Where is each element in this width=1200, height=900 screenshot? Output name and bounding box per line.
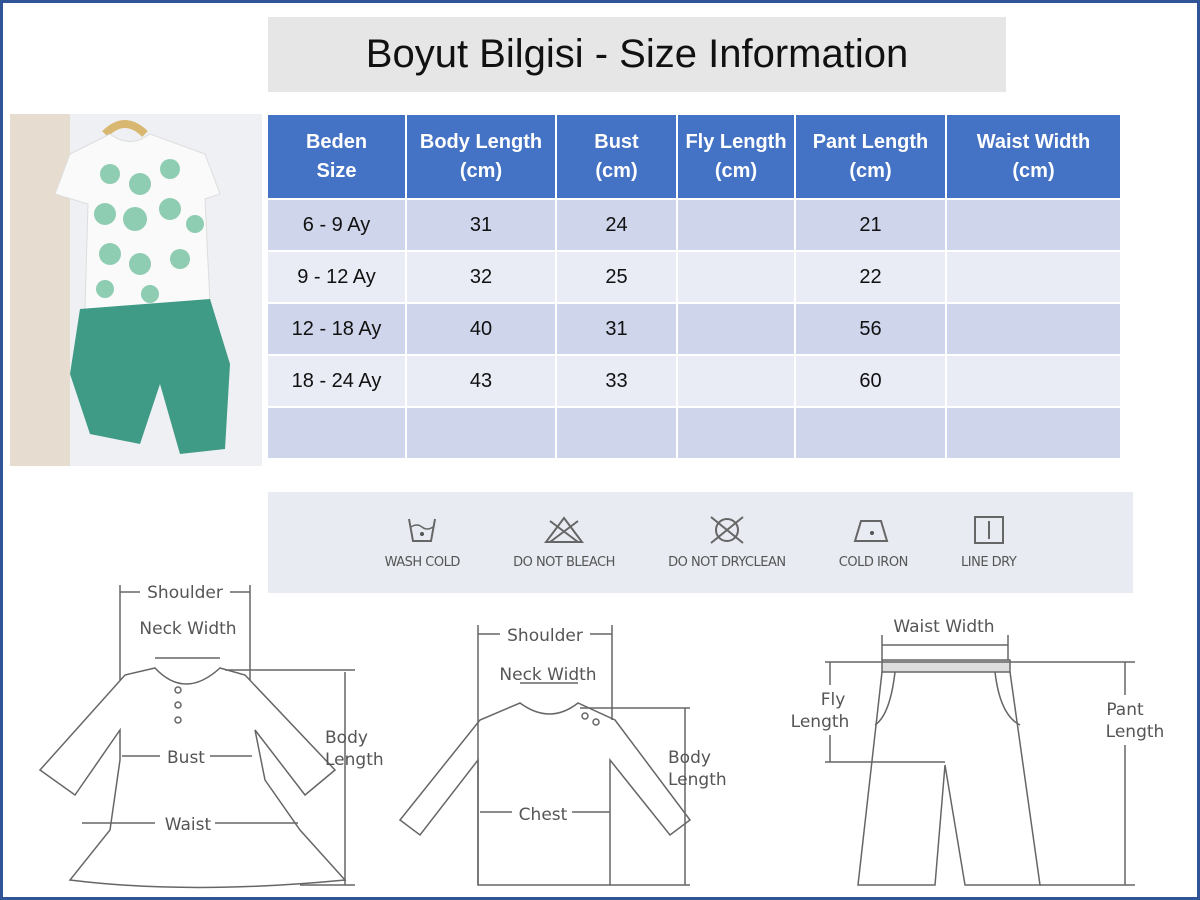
pants-fly-label-1: Fly <box>821 690 846 710</box>
table-cell <box>945 354 1122 408</box>
table-cell <box>945 250 1122 304</box>
header-label: Beden Size <box>305 130 368 182</box>
table-cell: 22 <box>794 250 947 304</box>
care-instructions: WASH COLD DO NOT BLEACH DO NOT DRYCLEAN … <box>268 492 1133 593</box>
header-label: Body Length (cm) <box>419 130 543 182</box>
table-cell: 12 - 18 Ay <box>266 302 407 356</box>
header-fly-length: Fly Length (cm) <box>676 113 796 200</box>
top-diagram <box>398 625 692 886</box>
header-label: Waist Width (cm) <box>976 130 1091 182</box>
table-cell <box>676 198 796 252</box>
table-cell: 21 <box>794 198 947 252</box>
do-not-dryclean-icon <box>710 516 744 544</box>
table-cell <box>945 302 1122 356</box>
table-cell: 60 <box>794 354 947 408</box>
table-row: 12 - 18 Ay 40 31 56 <box>266 302 1122 356</box>
pants-pant-label-2: Length <box>1106 722 1165 742</box>
table-cell: 33 <box>555 354 678 408</box>
header-body-length: Body Length (cm) <box>405 113 557 200</box>
table-row: 18 - 24 Ay 43 33 60 <box>266 354 1122 408</box>
table-cell <box>676 354 796 408</box>
table-cell: 40 <box>405 302 557 356</box>
table-cell: 24 <box>555 198 678 252</box>
header-label: Pant Length (cm) <box>812 130 929 182</box>
pants-pant-label-1: Pant <box>1106 700 1144 720</box>
table-row: 9 - 12 Ay 32 25 22 <box>266 250 1122 304</box>
dress-body-label-2: Length <box>325 750 384 770</box>
table-cell: 31 <box>405 198 557 252</box>
dress-body-label-1: Body <box>325 728 368 748</box>
pants-fly-label-2: Length <box>791 712 850 732</box>
size-table: Beden Size Body Length (cm) Bust (cm) Fl… <box>266 113 1122 460</box>
care-item-wash-cold: WASH COLD <box>385 515 460 570</box>
table-cell <box>794 406 947 460</box>
table-cell: 9 - 12 Ay <box>266 250 407 304</box>
table-cell <box>676 250 796 304</box>
top-neck-label: Neck Width <box>499 665 596 685</box>
care-label: COLD IRON <box>838 555 909 570</box>
wash-cold-icon <box>408 518 437 542</box>
care-label: WASH COLD <box>384 555 461 570</box>
dress-bust-label: Bust <box>167 748 205 768</box>
table-cell: 18 - 24 Ay <box>266 354 407 408</box>
table-row <box>266 406 1122 460</box>
dress-neck-label: Neck Width <box>139 619 236 639</box>
pants-diagram <box>825 635 1135 886</box>
table-cell <box>676 406 796 460</box>
header-label: Fly Length (cm) <box>685 130 787 182</box>
table-cell <box>945 198 1122 252</box>
header-bust: Bust (cm) <box>555 113 678 200</box>
table-cell: 6 - 9 Ay <box>266 198 407 252</box>
care-label: DO NOT BLEACH <box>513 555 615 570</box>
page-title: Boyut Bilgisi - Size Information <box>268 17 1006 92</box>
care-item-cold-iron: COLD IRON <box>839 515 908 570</box>
table-cell <box>405 406 557 460</box>
measurement-diagrams: Shoulder Neck Width Bust Waist Body Leng… <box>38 580 1170 889</box>
care-item-do-not-dryclean: DO NOT DRYCLEAN <box>668 515 786 570</box>
care-label: DO NOT DRYCLEAN <box>668 555 786 570</box>
line-dry-icon <box>973 516 1004 544</box>
do-not-bleach-icon <box>543 516 584 543</box>
table-cell <box>555 406 678 460</box>
table-header-row: Beden Size Body Length (cm) Bust (cm) Fl… <box>266 113 1122 200</box>
care-label: LINE DRY <box>961 555 1017 570</box>
header-label: Bust (cm) <box>594 130 639 182</box>
product-photo <box>10 114 262 466</box>
table-row: 6 - 9 Ay 31 24 21 <box>266 198 1122 252</box>
table-cell <box>266 406 407 460</box>
table-cell: 25 <box>555 250 678 304</box>
cold-iron-icon <box>853 520 889 542</box>
top-chest-label: Chest <box>519 805 568 825</box>
top-body-label-1: Body <box>668 748 711 768</box>
table-cell: 32 <box>405 250 557 304</box>
top-body-label-2: Length <box>668 770 727 790</box>
top-shoulder-label: Shoulder <box>507 626 583 646</box>
table-cell: 43 <box>405 354 557 408</box>
table-cell <box>945 406 1122 460</box>
table-cell: 31 <box>555 302 678 356</box>
table-cell <box>676 302 796 356</box>
care-item-line-dry: LINE DRY <box>961 515 1017 570</box>
dress-shoulder-label: Shoulder <box>147 583 223 603</box>
header-size: Beden Size <box>266 113 407 200</box>
header-waist-width: Waist Width (cm) <box>945 113 1122 200</box>
care-item-do-not-bleach: DO NOT BLEACH <box>513 515 615 570</box>
table-cell: 56 <box>794 302 947 356</box>
dress-waist-label: Waist <box>165 815 212 835</box>
pants-waist-label: Waist Width <box>893 617 994 637</box>
header-pant-length: Pant Length (cm) <box>794 113 947 200</box>
